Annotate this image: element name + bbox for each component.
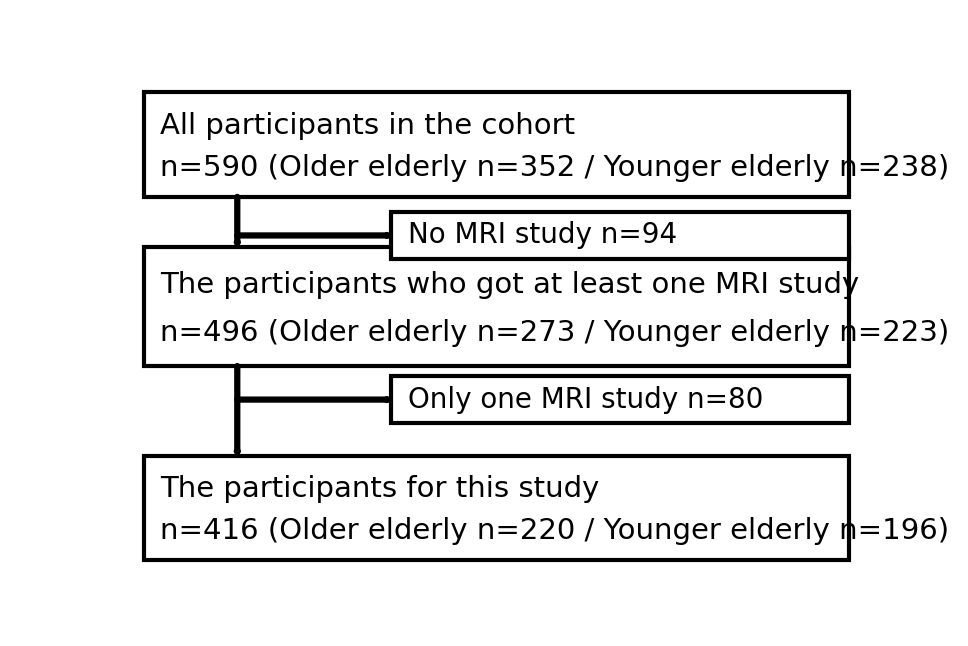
Text: n=496 (Older elderly n=273 / Younger elderly n=223): n=496 (Older elderly n=273 / Younger eld… [160, 318, 950, 347]
Bar [143, 92, 849, 197]
Text: The participants for this study: The participants for this study [160, 475, 599, 503]
Bar [143, 247, 849, 366]
Text: Only one MRI study n=80: Only one MRI study n=80 [408, 386, 763, 413]
Bar [143, 455, 849, 560]
Bar [391, 376, 849, 423]
Bar [391, 212, 849, 259]
Text: All participants in the cohort: All participants in the cohort [160, 112, 575, 140]
Text: No MRI study n=94: No MRI study n=94 [408, 222, 677, 249]
Text: n=590 (Older elderly n=352 / Younger elderly n=238): n=590 (Older elderly n=352 / Younger eld… [160, 154, 950, 182]
Text: The participants who got at least one MRI study: The participants who got at least one MR… [160, 271, 860, 299]
Text: n=416 (Older elderly n=220 / Younger elderly n=196): n=416 (Older elderly n=220 / Younger eld… [160, 517, 950, 545]
